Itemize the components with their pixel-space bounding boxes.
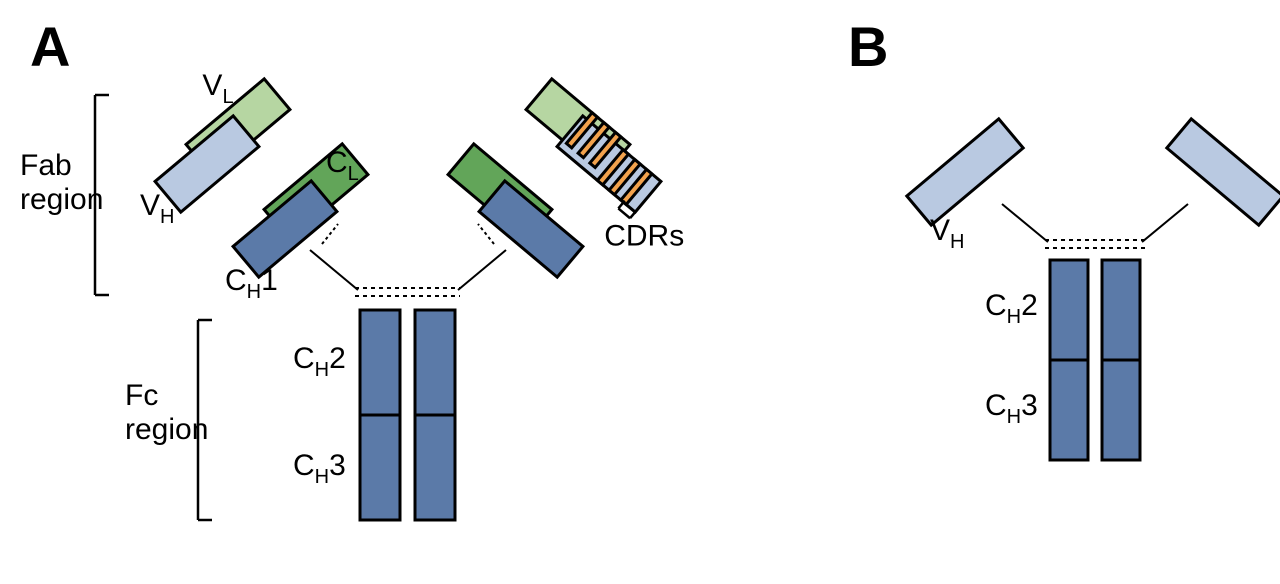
domain-label: CH3 xyxy=(293,449,346,488)
b-connector-left xyxy=(1002,204,1048,242)
b-ch3-left xyxy=(1050,360,1088,460)
a-cdr-label: CDRs xyxy=(604,219,684,252)
b-ch3-right xyxy=(1102,360,1140,460)
b-vh-right xyxy=(1167,119,1280,225)
panel-letter-a: A xyxy=(30,15,70,78)
domain-label: CH2 xyxy=(985,289,1038,328)
antibody-diagram: ACDRsVLCLVHCH1CH2CH3FabregionFcregionBVH… xyxy=(0,0,1280,584)
panel-letter-b: B xyxy=(848,15,888,78)
domain-label: VL xyxy=(202,69,233,108)
a-ss-right xyxy=(478,224,494,244)
b-connector-right xyxy=(1142,204,1188,242)
a-fab-label: Fabregion xyxy=(20,149,103,216)
a-ch2-left xyxy=(360,310,400,415)
a-fc-label: Fcregion xyxy=(125,379,208,446)
b-vh-left xyxy=(907,119,1023,225)
b-ch2-left xyxy=(1050,260,1088,360)
b-ch2-right xyxy=(1102,260,1140,360)
domain-label: VH xyxy=(930,214,964,253)
a-ch2-right xyxy=(415,310,455,415)
a-connector-left xyxy=(310,250,358,290)
domain-label: CH3 xyxy=(985,389,1038,428)
a-connector-right xyxy=(458,250,506,290)
a-ch3-left xyxy=(360,415,400,520)
a-ch3-right xyxy=(415,415,455,520)
a-ss-left xyxy=(322,224,338,244)
domain-label: CH2 xyxy=(293,342,346,381)
